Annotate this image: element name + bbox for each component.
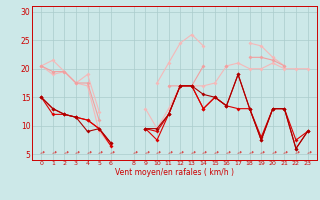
Text: ↗: ↗	[235, 150, 241, 156]
Text: ↗: ↗	[246, 150, 253, 156]
Text: ↗: ↗	[73, 150, 79, 156]
Text: ↗: ↗	[38, 150, 44, 156]
Text: ↗: ↗	[96, 150, 102, 156]
Text: ↗: ↗	[84, 150, 91, 156]
Text: ↗: ↗	[293, 150, 299, 156]
Text: ↗: ↗	[177, 150, 183, 156]
Text: ↗: ↗	[154, 150, 160, 156]
Text: ↗: ↗	[131, 150, 137, 156]
Text: ↗: ↗	[212, 150, 218, 156]
X-axis label: Vent moyen/en rafales ( km/h ): Vent moyen/en rafales ( km/h )	[115, 168, 234, 177]
Text: ↗: ↗	[50, 150, 56, 156]
Text: ↗: ↗	[304, 150, 311, 156]
Text: ↗: ↗	[223, 150, 230, 156]
Text: ↗: ↗	[165, 150, 172, 156]
Text: ↗: ↗	[61, 150, 68, 156]
Text: ↗: ↗	[200, 150, 207, 156]
Text: ↗: ↗	[188, 150, 195, 156]
Text: ↗: ↗	[108, 150, 114, 156]
Text: ↗: ↗	[269, 150, 276, 156]
Text: ↗: ↗	[258, 150, 265, 156]
Text: ↗: ↗	[142, 150, 149, 156]
Text: ↗: ↗	[281, 150, 288, 156]
